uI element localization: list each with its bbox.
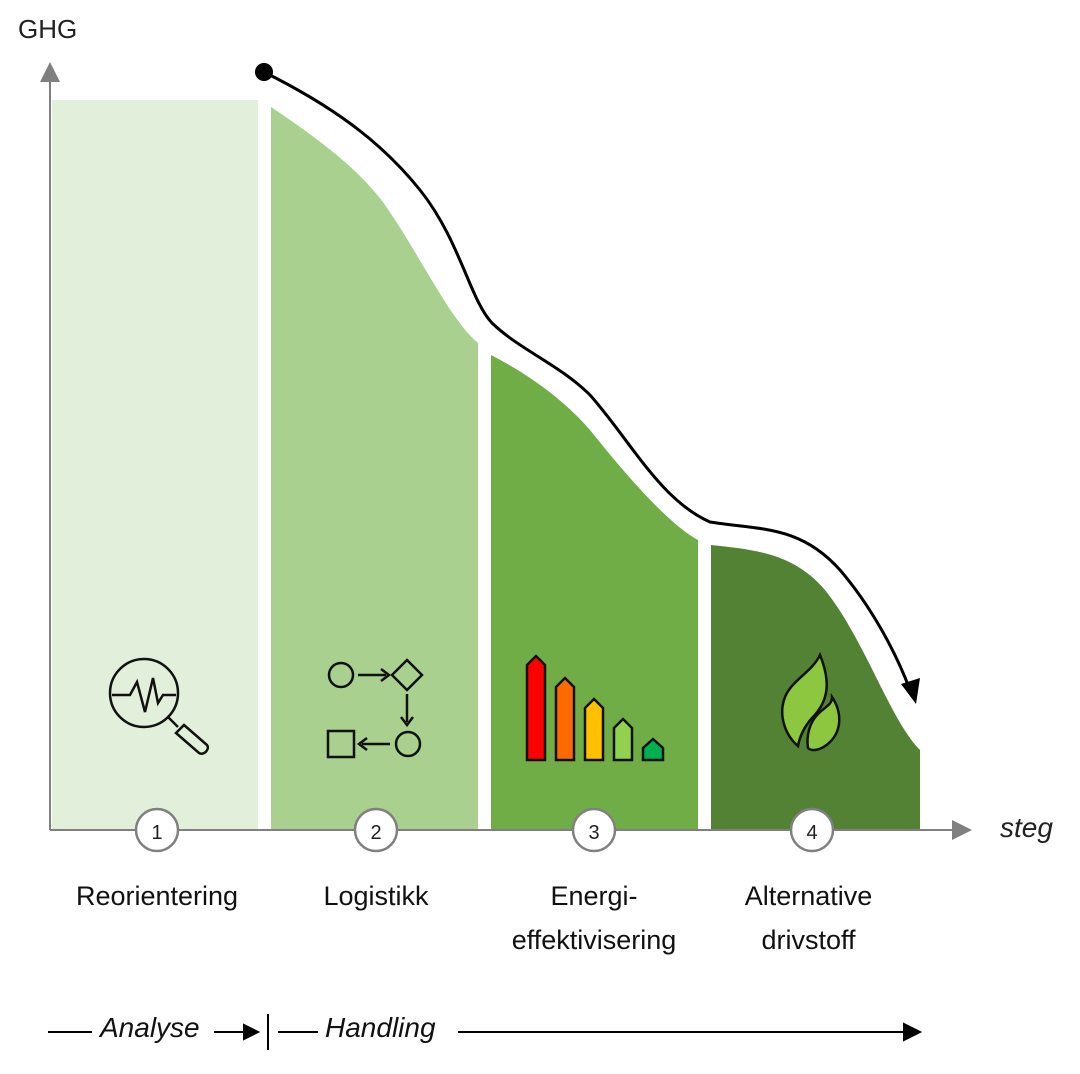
ghg-trend-curve bbox=[263, 70, 912, 691]
y-axis-label: GHG bbox=[18, 14, 78, 44]
step-number-3: 3 bbox=[571, 807, 617, 853]
step-label-alternative-drivstoff: Alternative drivstoff bbox=[744, 881, 873, 955]
svg-text:2: 2 bbox=[370, 822, 381, 844]
step-number-4: 4 bbox=[789, 807, 835, 853]
flame-leaf-icon bbox=[781, 651, 841, 752]
phase-arrows bbox=[48, 1014, 923, 1050]
process-flow-icon bbox=[326, 658, 424, 759]
step-area-reorientering bbox=[52, 100, 258, 829]
svg-text:1: 1 bbox=[151, 822, 162, 844]
curve-arrowhead bbox=[901, 678, 920, 704]
step-area-logistikk bbox=[271, 107, 478, 829]
step-number-2: 2 bbox=[353, 807, 399, 853]
phase-handling: Handling bbox=[325, 1012, 436, 1043]
step-number-1: 1 bbox=[134, 807, 180, 853]
phase-analyse: Analyse bbox=[100, 1012, 200, 1043]
magnifier-pulse-icon bbox=[108, 657, 209, 755]
svg-text:3: 3 bbox=[588, 822, 599, 844]
x-axis-label: steg bbox=[1000, 812, 1053, 843]
step-label-reorientering: Reorientering bbox=[75, 881, 239, 911]
step-label-energieffektivisering: Energi- effektivisering bbox=[511, 881, 677, 955]
energy-rating-icon bbox=[525, 654, 665, 762]
step-label-logistikk: Logistikk bbox=[323, 881, 429, 911]
svg-text:4: 4 bbox=[806, 822, 817, 844]
